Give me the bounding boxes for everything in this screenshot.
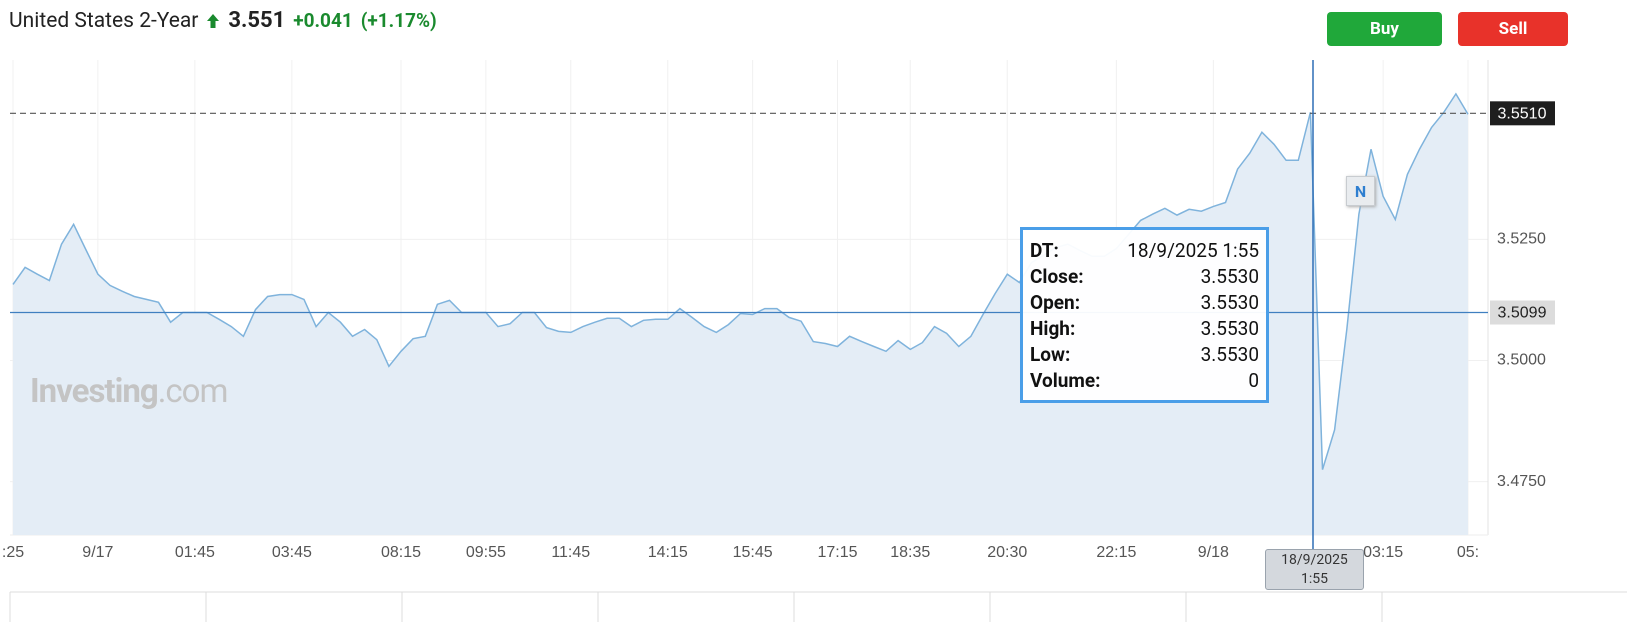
buy-button[interactable]: Buy	[1327, 12, 1442, 46]
watermark: Investing.com	[30, 372, 229, 411]
y-tick-label: 3.5250	[1497, 231, 1546, 248]
tooltip-text: Open:	[1030, 290, 1081, 314]
x-tick-label: 09:55	[466, 544, 506, 561]
tooltip-text: 3.5530	[1200, 264, 1259, 288]
header: United States 2-Year 3.551 +0.041 (+1.17…	[9, 8, 437, 33]
y-tick-label: 3.5000	[1497, 352, 1546, 369]
x-tick-label: :25	[2, 544, 24, 561]
price-label-box	[1490, 300, 1555, 325]
x-tick-label: 08:15	[381, 544, 421, 561]
instrument: United States 2-Year	[9, 8, 199, 33]
x-tick-label: 9/18	[1198, 544, 1229, 561]
x-tick-label: 17:15	[817, 544, 857, 561]
tooltip-text: DT:	[1030, 238, 1059, 262]
tooltip-text: High:	[1030, 316, 1076, 340]
x-tick-label: 03:15	[1363, 544, 1403, 561]
tooltip-text: Volume:	[1030, 368, 1101, 392]
price: 3.551	[228, 8, 286, 33]
tooltip-text: 0	[1248, 368, 1259, 392]
price-label: 3.5510	[1498, 106, 1547, 123]
tooltip-row: Close: 3.5530	[1023, 263, 1266, 289]
price-label: 3.5099	[1498, 305, 1547, 322]
tooltip-row: Low: 3.5530	[1023, 341, 1266, 367]
x-tick-label: 15:45	[733, 544, 773, 561]
up-arrow	[207, 13, 220, 28]
tooltip-text: 3.5530	[1200, 290, 1259, 314]
tooltip-text: 18/9/2025 1:55	[1127, 238, 1259, 262]
tooltip-text: 3.5530	[1200, 316, 1259, 340]
crosshair-label: 18/9/2025 1:55	[1265, 549, 1364, 590]
x-tick-label: 05:	[1457, 544, 1479, 561]
tooltip-text: 3.5530	[1200, 342, 1259, 366]
x-tick-label: 14:15	[648, 544, 688, 561]
x-tick-label: 20:30	[987, 544, 1027, 561]
tooltip-row: High: 3.5530	[1023, 315, 1266, 341]
watermark-suffix: .com	[157, 372, 229, 411]
tooltip-row: DT: 18/9/2025 1:55	[1023, 237, 1266, 263]
x-tick-label: 01:45	[175, 544, 215, 561]
tooltip-row: Volume: 0	[1023, 367, 1266, 393]
change: +0.041	[293, 9, 353, 32]
tooltip-row: Open: 3.5530	[1023, 289, 1266, 315]
tooltip: DT: 18/9/2025 1:55 Close: 3.5530 Open: 3.5530…	[1020, 227, 1269, 403]
price-label-box	[1490, 101, 1555, 126]
tooltip-text: Close:	[1030, 264, 1084, 288]
news-marker[interactable]: N	[1346, 176, 1375, 206]
sell-button[interactable]: Sell	[1458, 12, 1568, 46]
x-tick-label: 9/17	[82, 544, 113, 561]
x-tick-label: 18:35	[890, 544, 930, 561]
watermark-brand: Investing	[30, 372, 159, 411]
price-line	[12, 92, 1469, 470]
x-tick-label: 03:45	[272, 544, 312, 561]
y-tick-label: 3.4750	[1497, 473, 1546, 490]
tooltip-text: Low:	[1030, 342, 1071, 366]
x-tick-label: 22:15	[1096, 544, 1136, 561]
x-tick-label: 11:45	[551, 544, 590, 561]
change-percent: (+1.17%)	[360, 9, 437, 32]
